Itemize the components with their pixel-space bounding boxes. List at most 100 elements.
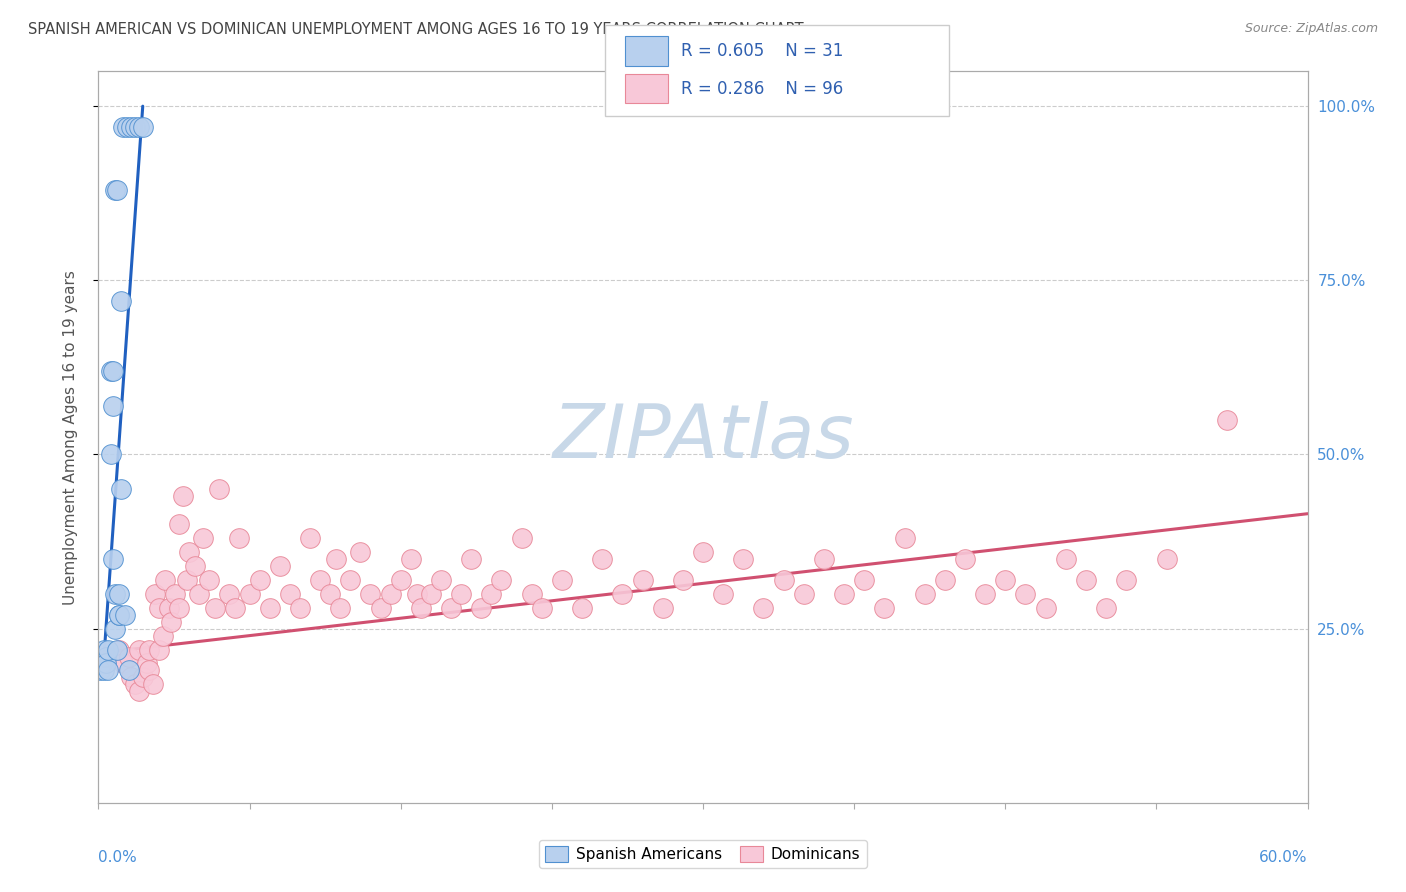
Point bbox=[188, 587, 211, 601]
Point bbox=[460, 552, 482, 566]
Point bbox=[470, 600, 492, 615]
Point bbox=[172, 489, 194, 503]
Point bbox=[101, 399, 124, 413]
Point bbox=[143, 587, 166, 601]
Point bbox=[612, 587, 634, 601]
Point bbox=[299, 531, 322, 545]
Point bbox=[93, 642, 115, 657]
Point bbox=[124, 677, 146, 691]
Point bbox=[128, 684, 150, 698]
Point bbox=[160, 615, 183, 629]
Point bbox=[339, 573, 361, 587]
Point bbox=[142, 677, 165, 691]
Point bbox=[752, 600, 775, 615]
Point bbox=[107, 607, 129, 622]
Point bbox=[1216, 412, 1239, 426]
Point bbox=[873, 600, 896, 615]
Point bbox=[711, 587, 734, 601]
Bar bbox=[624, 74, 668, 103]
Legend: Spanish Americans, Dominicans: Spanish Americans, Dominicans bbox=[540, 840, 866, 868]
Point bbox=[481, 587, 503, 601]
Point bbox=[651, 600, 673, 615]
Point bbox=[520, 587, 543, 601]
Point bbox=[204, 600, 226, 615]
Point bbox=[914, 587, 936, 601]
Point bbox=[259, 600, 281, 615]
Point bbox=[1035, 600, 1057, 615]
Point bbox=[118, 664, 141, 678]
Point bbox=[360, 587, 382, 601]
Point bbox=[124, 120, 146, 134]
Point bbox=[110, 483, 132, 497]
Text: R = 0.605    N = 31: R = 0.605 N = 31 bbox=[681, 42, 844, 60]
Point bbox=[934, 573, 956, 587]
Point bbox=[128, 642, 150, 657]
Point bbox=[370, 600, 392, 615]
Point bbox=[893, 531, 915, 545]
Point bbox=[153, 573, 176, 587]
Point bbox=[1115, 573, 1137, 587]
Point bbox=[974, 587, 997, 601]
Point bbox=[198, 573, 221, 587]
Point bbox=[450, 587, 472, 601]
Point bbox=[380, 587, 402, 601]
Point bbox=[239, 587, 262, 601]
Point bbox=[994, 573, 1017, 587]
Point bbox=[100, 448, 122, 462]
Point bbox=[105, 183, 128, 197]
Point bbox=[103, 587, 125, 601]
Point bbox=[152, 629, 174, 643]
Point bbox=[107, 607, 129, 622]
Point bbox=[218, 587, 240, 601]
Point bbox=[224, 600, 246, 615]
Point bbox=[115, 120, 138, 134]
Point bbox=[111, 657, 134, 671]
Point bbox=[97, 664, 120, 678]
Point bbox=[96, 649, 118, 664]
Point bbox=[118, 649, 141, 664]
Point bbox=[103, 183, 125, 197]
Point bbox=[440, 600, 463, 615]
Point bbox=[167, 517, 190, 532]
Point bbox=[953, 552, 976, 566]
Point bbox=[430, 573, 453, 587]
Point bbox=[591, 552, 613, 566]
Point bbox=[349, 545, 371, 559]
Point bbox=[100, 364, 122, 378]
Point bbox=[157, 600, 180, 615]
Point bbox=[329, 600, 352, 615]
Point bbox=[389, 573, 412, 587]
Point bbox=[91, 657, 114, 671]
Point bbox=[107, 587, 129, 601]
Point bbox=[1074, 573, 1097, 587]
Point bbox=[551, 573, 574, 587]
Point bbox=[93, 664, 115, 678]
Text: Source: ZipAtlas.com: Source: ZipAtlas.com bbox=[1244, 22, 1378, 36]
Point bbox=[208, 483, 231, 497]
Text: SPANISH AMERICAN VS DOMINICAN UNEMPLOYMENT AMONG AGES 16 TO 19 YEARS CORRELATION: SPANISH AMERICAN VS DOMINICAN UNEMPLOYME… bbox=[28, 22, 804, 37]
Point bbox=[193, 531, 215, 545]
Point bbox=[491, 573, 513, 587]
Point bbox=[110, 294, 132, 309]
Point bbox=[89, 664, 111, 678]
Point bbox=[132, 120, 155, 134]
Point bbox=[101, 364, 124, 378]
Point bbox=[853, 573, 876, 587]
Point bbox=[120, 670, 142, 684]
Point bbox=[167, 600, 190, 615]
Text: 60.0%: 60.0% bbox=[1260, 850, 1308, 865]
Point bbox=[96, 657, 118, 671]
Point bbox=[132, 670, 155, 684]
Point bbox=[832, 587, 855, 601]
Point bbox=[179, 545, 201, 559]
Point bbox=[813, 552, 835, 566]
Point bbox=[138, 664, 160, 678]
Point bbox=[1014, 587, 1036, 601]
Point bbox=[269, 558, 291, 573]
Point bbox=[530, 600, 553, 615]
Point bbox=[409, 600, 432, 615]
Point bbox=[571, 600, 593, 615]
Text: R = 0.286    N = 96: R = 0.286 N = 96 bbox=[681, 79, 844, 97]
Point bbox=[111, 120, 134, 134]
Point bbox=[733, 552, 755, 566]
